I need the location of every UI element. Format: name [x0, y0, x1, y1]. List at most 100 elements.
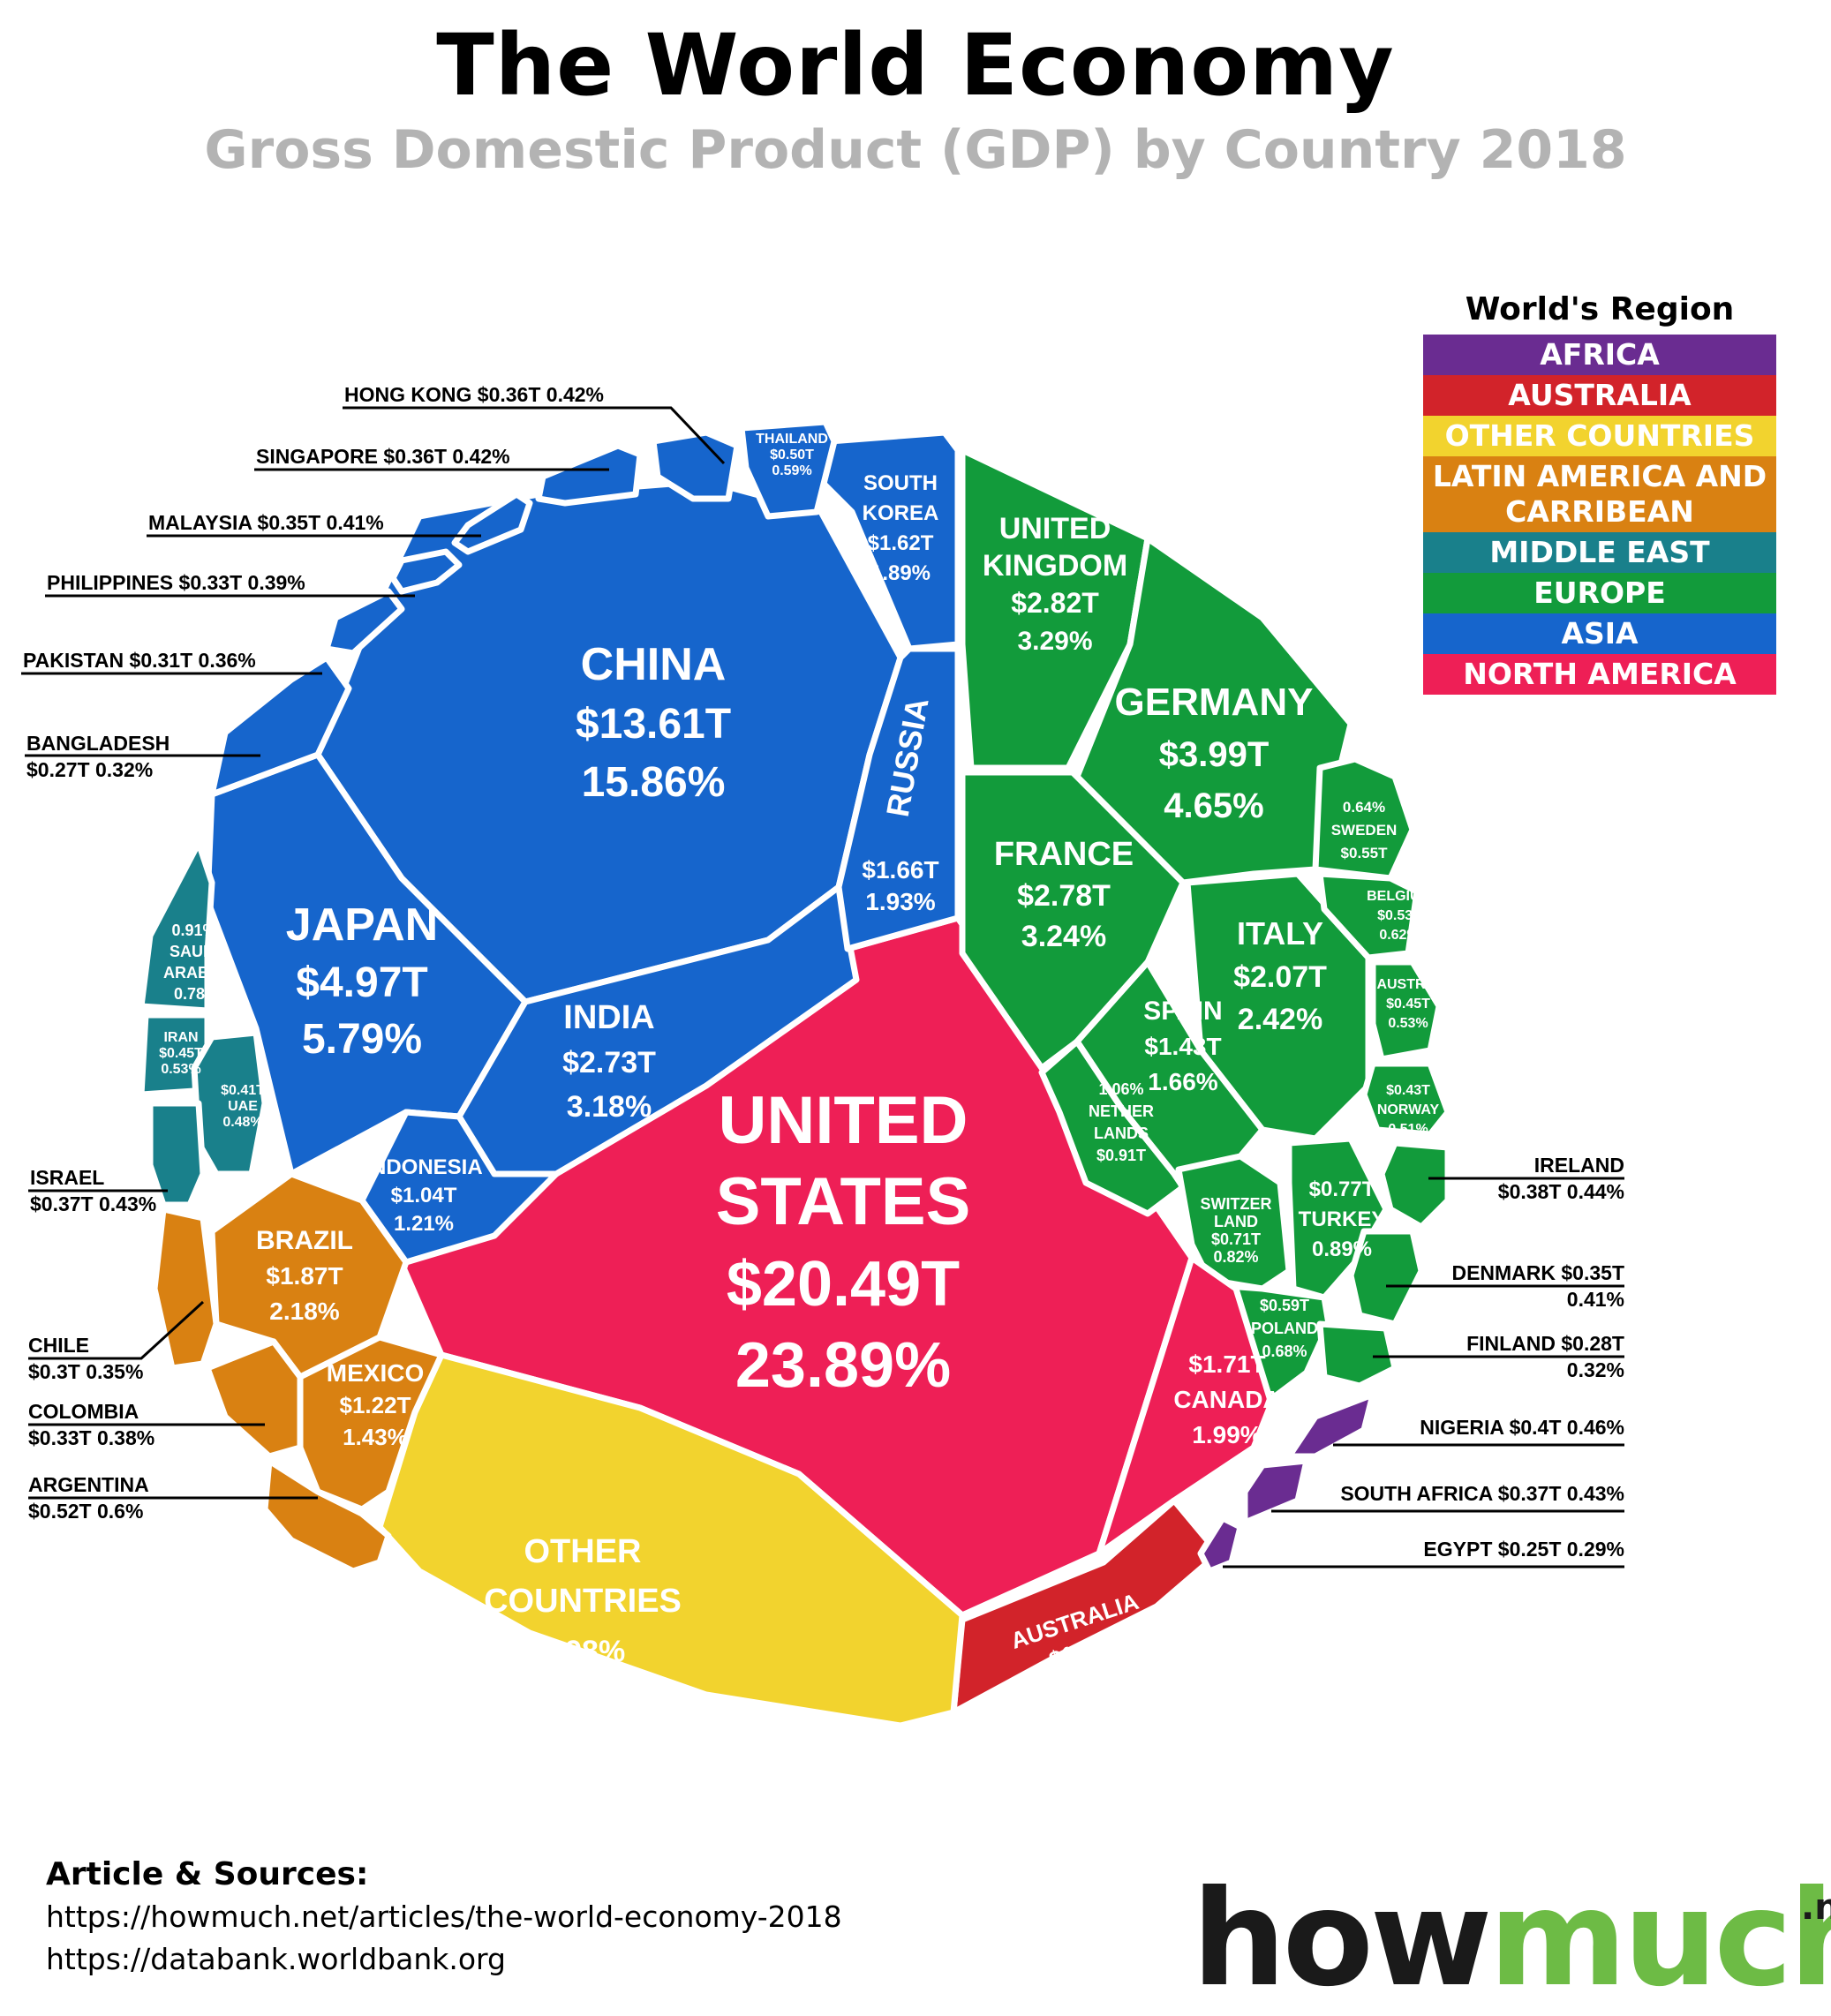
callout-bangladesh: BANGLADESH $0.27T 0.32%	[25, 732, 260, 781]
leader-line-hongkong	[343, 406, 726, 465]
cell-other	[376, 1351, 966, 1729]
legend-item-asia: ASIA	[1423, 613, 1776, 654]
callout-finland: FINLAND $0.28T 0.32%	[1373, 1332, 1624, 1381]
cell-austria	[1369, 959, 1443, 1063]
callout-label-chile: CHILE $0.3T 0.35%	[28, 1334, 143, 1383]
legend-item-other: OTHER COUNTRIES	[1423, 416, 1776, 456]
sources-title: Article & Sources:	[46, 1856, 369, 1892]
callout-label-hongkong: HONG KONG $0.36T 0.42%	[344, 383, 604, 406]
cell-argentina	[261, 1457, 392, 1575]
callout-label-pakistan: PAKISTAN $0.31T 0.36%	[23, 649, 256, 672]
cell-philippines	[389, 548, 463, 595]
legend-item-namerica: NORTH AMERICA	[1423, 654, 1776, 695]
callout-argentina: ARGENTINA $0.52T 0.6%	[28, 1473, 318, 1523]
callout-label-israel: ISRAEL $0.37T 0.43%	[30, 1166, 156, 1215]
callout-label-singapore: SINGAPORE $0.36T 0.42%	[256, 445, 510, 468]
cell-germany	[1074, 535, 1354, 886]
callout-egypt: EGYPT $0.25T 0.29%	[1223, 1538, 1624, 1568]
cell-label-china: CHINA $13.61T 15.86%	[576, 639, 731, 806]
cell-canada	[1096, 1254, 1275, 1557]
legend-item-australia: AUSTRALIA	[1423, 375, 1776, 416]
cell-label-turkey: $0.77T TURKEY 0.89%	[1299, 1177, 1386, 1261]
cell-label-italy: ITALY $2.07T 2.42%	[1233, 915, 1327, 1036]
cell-switzerland	[1175, 1153, 1292, 1292]
legend-items: AFRICA AUSTRALIA OTHER COUNTRIES LATIN AMER…	[1423, 335, 1776, 695]
callout-chile: CHILE $0.3T 0.35%	[28, 1300, 205, 1383]
cell-label-austria: AUSTRIA $0.45T 0.53%	[1376, 977, 1440, 1031]
cell-label-skorea: SOUTH KOREA $1.62T 1.89%	[863, 471, 939, 585]
cell-hongkong	[650, 429, 741, 502]
cell-japan	[204, 751, 529, 1177]
cell-label-france: FRANCE $2.78T 3.24%	[994, 836, 1134, 953]
callout-label-colombia: COLOMBIA $0.33T 0.38%	[28, 1400, 154, 1449]
cell-malaysia	[451, 491, 533, 555]
cell-russia	[835, 645, 961, 952]
cell-label-norway: $0.43T NORWAY 0.51%	[1377, 1083, 1440, 1137]
callout-label-finland: FINLAND $0.28T 0.32%	[1466, 1332, 1624, 1381]
cell-label-mexico: MEXICO $1.22T 1.43%	[327, 1359, 424, 1450]
cell-label-uk: UNITED KINGDOM $2.82T 3.29%	[983, 512, 1127, 656]
cell-finland	[1316, 1320, 1398, 1389]
cell-label-thailand: THAILAND $0.50T 0.59%	[756, 432, 828, 478]
cell-belgium	[1316, 870, 1420, 961]
cell-label-sweden: 0.64% SWEDEN $0.55T	[1331, 799, 1398, 861]
cell-label-belgium: BELGIUM $0.53T 0.62%	[1367, 889, 1432, 943]
cell-norway	[1360, 1060, 1451, 1138]
cell-label-japan: JAPAN $4.97T 5.79%	[286, 899, 438, 1063]
cell-uae	[191, 1029, 268, 1177]
callout-denmark: DENMARK $0.35T 0.41%	[1386, 1261, 1624, 1311]
cell-australia	[950, 1497, 1222, 1716]
chart-title: The World Economy	[436, 16, 1395, 115]
cell-israel	[147, 1100, 207, 1208]
cell-label-switzerland: SWITZER LAND $0.71T 0.82%	[1201, 1195, 1272, 1266]
cell-southafrica	[1241, 1457, 1310, 1526]
callout-nigeria: NIGERIA $0.4T 0.46%	[1333, 1416, 1624, 1447]
cell-label-russia: $1.66T 1.93%	[862, 856, 938, 915]
callout-label-egypt: EGYPT $0.25T 0.29%	[1423, 1538, 1624, 1561]
cell-indonesia	[358, 1109, 560, 1266]
source-link-article[interactable]: https://howmuch.net/articles/the-world-e…	[46, 1899, 842, 1934]
callout-philippines: PHILIPPINES $0.33T 0.39%	[45, 571, 415, 598]
legend-title: World's Region	[1465, 291, 1735, 327]
cell-mexico	[297, 1334, 445, 1513]
cell-label-iran: IRAN $0.45T 0.53%	[159, 1030, 203, 1077]
cell-nigeria	[1285, 1391, 1376, 1460]
callout-label-malaysia: MALAYSIA $0.35T 0.41%	[148, 511, 384, 534]
cell-label-poland: $0.59T POLAND 0.68%	[1251, 1297, 1318, 1360]
callout-colombia: COLOMBIA $0.33T 0.38%	[28, 1400, 265, 1449]
cell-label-saudi: 0.91% SAUDI ARABIA 0.78T	[163, 921, 225, 1003]
legend-item-europe: EUROPE	[1423, 573, 1776, 613]
cell-chile	[151, 1206, 220, 1372]
cell-label-india: INDIA $2.73T 3.18%	[562, 999, 656, 1124]
legend: World's Region AFRICA AUSTRALIA OTHER COUN…	[1423, 291, 1776, 695]
callout-label-ireland: IRELAND $0.38T 0.44%	[1498, 1154, 1624, 1203]
cell-label-netherlands: 1.06% NETHER LANDS $0.91T	[1089, 1080, 1154, 1164]
logo-much: much	[1488, 1862, 1831, 2016]
chart-subtitle: Gross Domestic Product (GDP) by Country …	[204, 119, 1627, 181]
cell-turkey	[1285, 1135, 1390, 1301]
source-link-worldbank[interactable]: https://databank.worldbank.org	[46, 1942, 506, 1976]
logo-net: .net	[1801, 1887, 1831, 1928]
cell-saudi	[138, 839, 215, 1014]
legend-item-mideast: MIDDLE EAST	[1423, 532, 1776, 573]
cell-label-germany: GERMANY $3.99T 4.65%	[1115, 681, 1314, 825]
callout-israel: ISRAEL $0.37T 0.43%	[28, 1166, 168, 1215]
sources-block: Article & Sources: https://howmuch.net/a…	[46, 1854, 842, 1981]
cell-ireland	[1378, 1140, 1451, 1230]
cell-label-uae: $0.41T UAE 0.48%	[221, 1083, 265, 1130]
callout-label-bangladesh: BANGLADESH $0.27T 0.32%	[26, 732, 170, 781]
callout-ireland: IRELAND $0.38T 0.44%	[1428, 1154, 1624, 1203]
callout-label-argentina: ARGENTINA $0.52T 0.6%	[28, 1473, 149, 1523]
logo-how: how	[1192, 1862, 1492, 2016]
callout-label-denmark: DENMARK $0.35T 0.41%	[1451, 1261, 1624, 1311]
cell-singapore	[535, 442, 644, 507]
cell-label-spain: SPAIN $1.43T 1.66%	[1143, 997, 1222, 1095]
callout-label-southafrica: SOUTH AFRICA $0.37T 0.43%	[1340, 1482, 1624, 1505]
callout-label-nigeria: NIGERIA $0.4T 0.46%	[1420, 1416, 1624, 1439]
cell-label-us: UNITED STATES $20.49T 23.89%	[716, 1083, 971, 1401]
howmuch-logo: howmuch.net	[1192, 1862, 1831, 2016]
cell-label-brazil: BRAZIL $1.87T 2.18%	[256, 1226, 353, 1325]
cell-label-indonesia: INDONESIA $1.04T 1.21%	[365, 1155, 482, 1236]
leader-line-chile	[28, 1300, 205, 1360]
